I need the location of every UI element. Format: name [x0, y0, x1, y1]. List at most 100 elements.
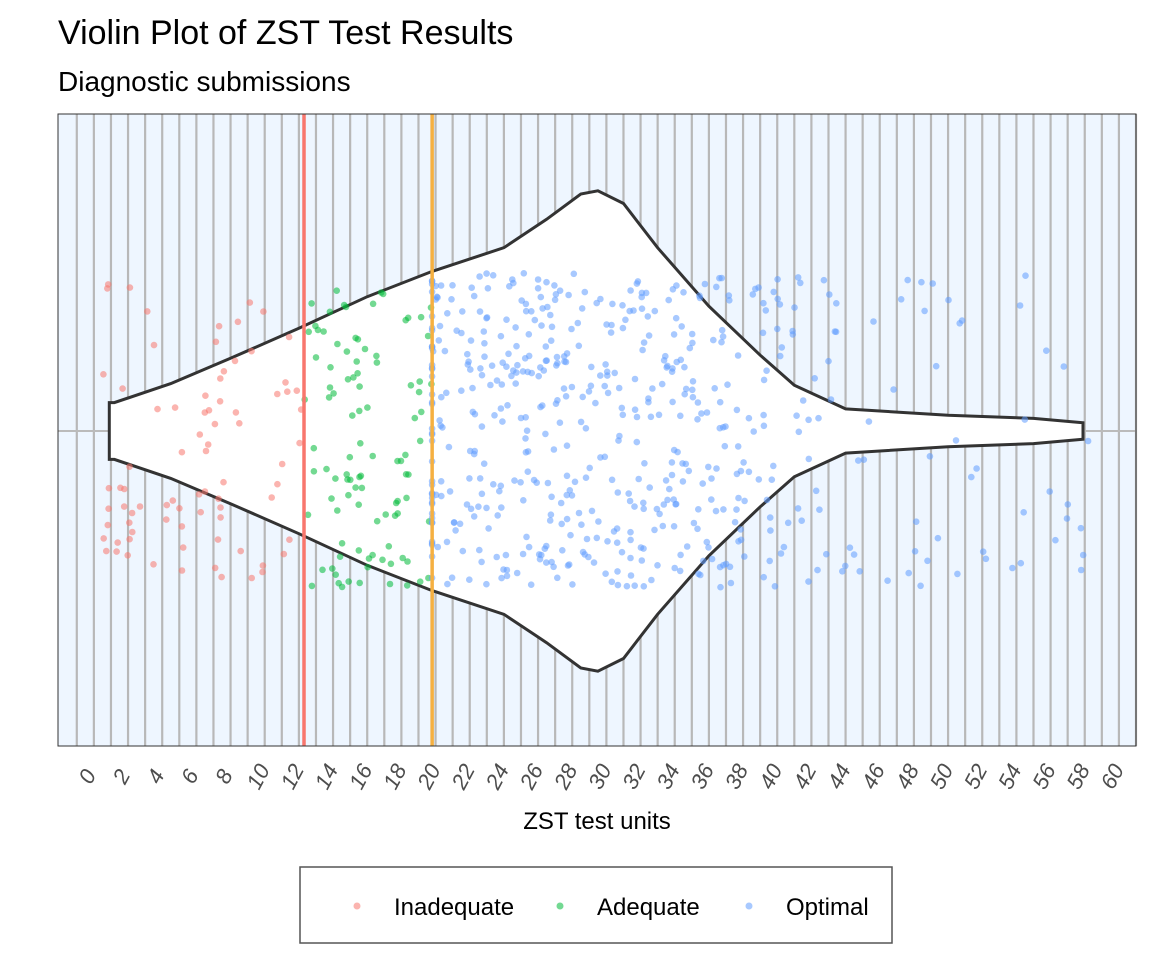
data-point-optimal	[517, 479, 524, 486]
x-tick-label: 30	[583, 759, 617, 793]
data-point-optimal	[639, 346, 646, 354]
data-point-adequate	[402, 451, 409, 459]
data-point-optimal	[733, 406, 741, 414]
data-point-optimal	[762, 307, 770, 314]
data-point-optimal	[558, 520, 565, 528]
data-point-inadequate	[100, 371, 107, 378]
x-tick-label: 38	[720, 759, 754, 793]
data-point-optimal	[512, 380, 519, 387]
data-point-optimal	[478, 423, 486, 430]
data-point-inadequate	[215, 495, 222, 503]
data-point-optimal	[805, 416, 812, 424]
data-point-optimal	[546, 517, 554, 524]
data-point-optimal	[763, 367, 770, 375]
data-point-optimal	[585, 388, 593, 395]
data-point-optimal	[805, 578, 812, 585]
data-point-optimal	[587, 382, 595, 390]
data-point-optimal	[437, 478, 445, 485]
data-point-adequate	[326, 384, 334, 391]
data-point-optimal	[700, 557, 707, 565]
data-point-adequate	[304, 511, 312, 519]
data-point-optimal	[519, 550, 527, 558]
data-point-optimal	[568, 492, 576, 499]
data-point-optimal	[470, 513, 478, 520]
data-point-inadequate	[163, 516, 170, 523]
x-tick-label: 20	[412, 759, 446, 794]
data-point-inadequate	[296, 439, 303, 447]
data-point-optimal	[602, 361, 609, 368]
data-point-optimal	[557, 499, 565, 507]
data-point-adequate	[364, 404, 371, 411]
data-point-optimal	[713, 283, 720, 291]
data-point-optimal	[487, 381, 494, 389]
data-point-optimal	[698, 410, 705, 417]
data-point-optimal	[618, 548, 626, 556]
data-point-optimal	[619, 302, 626, 309]
data-point-optimal	[672, 500, 680, 508]
data-point-optimal	[603, 321, 610, 328]
data-point-inadequate	[217, 514, 224, 521]
data-point-adequate	[387, 560, 395, 568]
data-point-adequate	[407, 382, 415, 389]
data-point-optimal	[504, 402, 511, 409]
data-point-inadequate	[126, 535, 133, 543]
data-point-optimal	[547, 511, 555, 518]
data-point-optimal	[625, 490, 632, 497]
data-point-inadequate	[204, 441, 212, 448]
data-point-adequate	[340, 301, 348, 309]
data-point-optimal	[601, 382, 608, 390]
data-point-optimal	[670, 446, 678, 454]
data-points	[100, 270, 1092, 591]
data-point-inadequate	[285, 333, 293, 341]
data-point-inadequate	[202, 392, 209, 400]
data-point-optimal	[638, 557, 646, 564]
data-point-optimal	[524, 468, 532, 476]
x-tick-label: 34	[651, 760, 685, 793]
data-point-optimal	[712, 507, 720, 515]
data-point-optimal	[563, 442, 571, 450]
data-point-inadequate	[105, 505, 112, 512]
legend-label-adequate: Adequate	[597, 894, 700, 921]
data-point-optimal	[503, 566, 511, 574]
data-point-optimal	[458, 329, 465, 337]
data-point-optimal	[740, 459, 747, 466]
data-point-optimal	[476, 475, 484, 482]
data-point-optimal	[759, 329, 767, 337]
x-tick-label: 32	[617, 760, 651, 793]
data-point-optimal	[563, 515, 571, 523]
data-point-optimal	[760, 422, 768, 430]
data-point-optimal	[480, 328, 488, 335]
data-point-optimal	[734, 352, 742, 359]
data-point-adequate	[403, 582, 411, 589]
data-point-inadequate	[274, 390, 281, 398]
legend-key-inadequate	[353, 902, 361, 910]
data-point-optimal	[716, 398, 724, 406]
data-point-inadequate	[150, 561, 157, 568]
data-point-optimal	[503, 572, 511, 580]
data-point-optimal	[508, 372, 515, 380]
data-point-adequate	[326, 308, 334, 316]
data-point-optimal	[727, 579, 735, 587]
data-point-optimal	[452, 527, 459, 534]
data-point-optimal	[547, 311, 554, 319]
data-point-optimal	[490, 481, 497, 488]
data-point-inadequate	[163, 501, 171, 509]
data-point-optimal	[952, 437, 960, 444]
data-point-adequate	[332, 571, 340, 578]
data-point-adequate	[402, 471, 410, 478]
data-point-adequate	[416, 578, 424, 585]
data-point-optimal	[982, 555, 990, 563]
data-point-optimal	[595, 518, 602, 525]
data-point-optimal	[1046, 488, 1053, 495]
data-point-optimal	[745, 468, 753, 476]
data-point-optimal	[774, 295, 781, 303]
data-point-inadequate	[232, 409, 240, 416]
data-point-optimal	[839, 568, 846, 575]
data-point-optimal	[668, 471, 676, 479]
data-point-optimal	[721, 442, 729, 450]
data-point-inadequate	[113, 548, 120, 555]
data-point-inadequate	[237, 547, 244, 555]
data-point-optimal	[553, 362, 560, 369]
data-point-optimal	[911, 548, 919, 555]
data-point-optimal	[680, 289, 687, 296]
